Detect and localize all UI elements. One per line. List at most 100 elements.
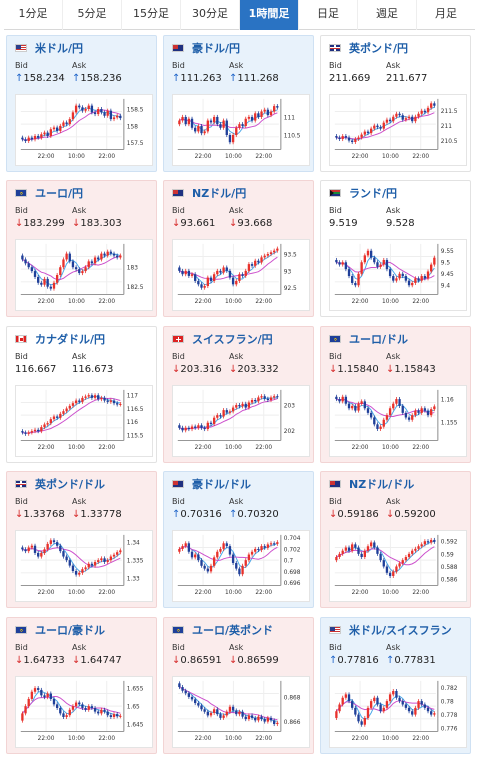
- tab-0[interactable]: 1分足: [4, 0, 63, 30]
- candle: [59, 705, 62, 716]
- pair-name[interactable]: 英ポンド/円: [349, 42, 409, 55]
- rate-card[interactable]: ユーロ/円 Bid Ask ↓183.299 ↓183.303 183 182.5 22:00…: [6, 180, 157, 317]
- y-tick-label: 116.5: [127, 407, 144, 413]
- candle: [30, 543, 34, 550]
- ch-flag-icon: [172, 335, 184, 343]
- candle: [27, 261, 30, 270]
- candle: [276, 394, 279, 399]
- rate-card[interactable]: ランド/円 Bid Ask 9.519 9.528 9.55 9.5 9.45 9.4 22:00…: [320, 180, 471, 317]
- price-chart[interactable]: 211.5 211 210.5 22:00 10:00 22:00: [329, 94, 467, 166]
- tab-3[interactable]: 30分足: [181, 0, 240, 30]
- candle: [411, 548, 414, 556]
- chart-grid: [334, 98, 436, 150]
- tab-6[interactable]: 週足: [358, 0, 417, 30]
- candle: [244, 558, 247, 568]
- price-chart[interactable]: 158.5 158 157.5 22:00 10:00 22:00: [15, 94, 153, 166]
- candle: [184, 425, 187, 433]
- pair-name[interactable]: カナダドル/円: [35, 333, 106, 346]
- candle: [209, 420, 213, 427]
- price-chart[interactable]: 9.55 9.5 9.45 9.4 22:00 10:00 22:00: [329, 239, 467, 311]
- price-chart[interactable]: 93.5 93 92.5 22:00 10:00 22:00: [172, 239, 310, 311]
- rate-card[interactable]: ユーロ/豪ドル Bid Ask ↓1.64733 ↓1.64747 1.655 1.65 1.…: [6, 617, 157, 754]
- price-chart[interactable]: 1.16 1.155 22:00 10:00 22:00: [329, 385, 467, 457]
- rate-card[interactable]: 英ポンド/円 Bid Ask 211.669 211.677 211.5 211 210.5 2…: [320, 35, 471, 172]
- candle: [235, 278, 238, 287]
- y-tick-label: 115.5: [127, 434, 144, 440]
- pair-name[interactable]: 米ドル/円: [35, 42, 84, 55]
- tab-2[interactable]: 15分足: [122, 0, 181, 30]
- x-tick-label: 10:00: [382, 445, 399, 451]
- price-chart[interactable]: 111 110.5 22:00 10:00 22:00: [172, 94, 310, 166]
- price-chart[interactable]: 1.655 1.65 1.645 22:00 10:00 22:00: [15, 676, 153, 748]
- candle: [423, 108, 427, 115]
- candle: [263, 717, 266, 724]
- rate-card[interactable]: 米ドル/円 Bid Ask ↑158.234 ↑158.236 158.5 158 157.5…: [6, 35, 157, 172]
- price-chart[interactable]: 0.782 0.78 0.778 0.776 22:00 10:00 22:00: [329, 676, 467, 748]
- bid-label: Bid: [329, 352, 342, 361]
- candle: [21, 429, 24, 435]
- candle: [247, 262, 251, 273]
- candle: [344, 394, 348, 406]
- pair-name[interactable]: ユーロ/ドル: [349, 333, 409, 346]
- price-chart[interactable]: 0.868 0.866 22:00 10:00 22:00: [172, 676, 310, 748]
- candle: [37, 686, 40, 692]
- candle: [354, 403, 357, 413]
- pair-name[interactable]: スイスフラン/円: [192, 333, 273, 346]
- candle: [395, 397, 398, 406]
- rate-card[interactable]: カナダドル/円 Bid Ask 116.667 116.673 117 116.5 116 11…: [6, 326, 157, 463]
- candle: [379, 551, 382, 563]
- pair-name[interactable]: 英ポンド/ドル: [35, 478, 106, 491]
- candle: [59, 543, 62, 554]
- rate-card[interactable]: 英ポンド/ドル Bid Ask ↓1.33768 ↓1.33778 1.34 1.335 1.…: [6, 471, 157, 608]
- tab-1[interactable]: 5分足: [63, 0, 122, 30]
- candle: [344, 545, 348, 553]
- rate-card[interactable]: ユーロ/英ポンド Bid Ask ↓0.86591 ↓0.86599 0.868 0.866…: [163, 617, 314, 754]
- tab-4[interactable]: 1時間足: [240, 0, 299, 30]
- candle: [87, 561, 90, 570]
- x-tick-label: 22:00: [412, 299, 429, 305]
- pair-name[interactable]: NZドル/円: [192, 187, 247, 200]
- candle: [87, 393, 90, 399]
- candle: [30, 135, 34, 142]
- pair-title: カナダドル/円: [15, 332, 105, 346]
- pair-name[interactable]: ユーロ/円: [35, 187, 84, 200]
- candle: [225, 408, 228, 415]
- candle: [414, 408, 417, 418]
- price-chart[interactable]: 183 182.5 22:00 10:00 22:00: [15, 239, 153, 311]
- candle: [433, 537, 436, 544]
- ask-value: 183.303: [80, 218, 122, 229]
- pair-name[interactable]: ユーロ/豪ドル: [35, 624, 106, 637]
- rate-card[interactable]: NZドル/円 Bid Ask ↓93.661 ↓93.668 93.5 93 92.5 22:0…: [163, 180, 314, 317]
- y-tick-label: 1.645: [127, 723, 144, 729]
- rate-card[interactable]: NZドル/ドル Bid Ask ↓0.59186 ↓0.59200 0.592 0.59 0.…: [320, 471, 471, 608]
- candle: [357, 545, 360, 556]
- tab-5[interactable]: 日足: [299, 0, 358, 30]
- pair-name[interactable]: ユーロ/英ポンド: [192, 624, 274, 637]
- candlestick-chart: 158.5 158 157.5 22:00 10:00 22:00: [20, 98, 144, 160]
- candle: [52, 696, 56, 707]
- candle: [235, 403, 238, 410]
- rate-card[interactable]: 豪ドル/円 Bid Ask ↑111.263 ↑111.268 111 110.5 22:00…: [163, 35, 314, 172]
- pair-name[interactable]: 豪ドル/ドル: [192, 478, 252, 491]
- pair-name[interactable]: 豪ドル/円: [192, 42, 241, 55]
- candle: [354, 705, 357, 717]
- rate-card[interactable]: スイスフラン/円 Bid Ask ↓203.316 ↓203.332 203 202 22:0…: [163, 326, 314, 463]
- price-chart[interactable]: 1.34 1.335 1.33 22:00 10:00 22:00: [15, 530, 153, 602]
- rate-card[interactable]: ユーロ/ドル Bid Ask ↓1.15840 ↓1.15843 1.16 1.155 22:…: [320, 326, 471, 463]
- pair-name[interactable]: ランド/円: [349, 187, 398, 200]
- price-chart[interactable]: 203 202 22:00 10:00 22:00: [172, 385, 310, 457]
- pair-name[interactable]: 米ドル/スイスフラン: [349, 624, 452, 637]
- tab-7[interactable]: 月足: [435, 7, 457, 20]
- candle: [254, 111, 257, 123]
- candle: [404, 116, 408, 122]
- candle: [382, 120, 385, 131]
- rate-card[interactable]: 米ドル/スイスフラン Bid Ask ↑0.77816 ↑0.77831 0.782 0.7…: [320, 617, 471, 754]
- candle: [423, 406, 427, 413]
- price-chart[interactable]: 0.704 0.702 0.7 0.698 0.696 22:00 10:00 22:00: [172, 530, 310, 602]
- price-chart[interactable]: 117 116.5 116 115.5 22:00 10:00 22:00: [15, 385, 153, 457]
- rate-card[interactable]: 豪ドル/ドル Bid Ask ↑0.70316 ↑0.70320 0.704 0.702 0.…: [163, 471, 314, 608]
- x-tick-label: 22:00: [38, 299, 55, 305]
- ask-label: Ask: [229, 643, 244, 652]
- pair-name[interactable]: NZドル/ドル: [349, 478, 415, 491]
- price-chart[interactable]: 0.592 0.59 0.588 0.586 22:00 10:00 22:00: [329, 530, 467, 602]
